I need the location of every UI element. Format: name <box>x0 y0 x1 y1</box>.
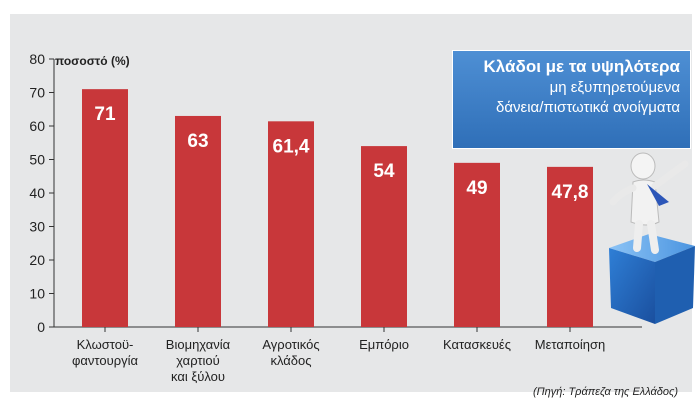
bar-chart: 0 10 20 30 40 50 60 70 80 71 Κλωστοϋ-φαντουργία 63 Β… <box>29 51 642 384</box>
x-tick-label: χαρτιού <box>176 353 220 368</box>
chart-title-box: Κλάδοι με τα υψηλότερα μη εξυπηρετούμενα… <box>452 50 691 149</box>
chart-subtitle-line-2: δάνεια/πιστωτικά ανοίγματα <box>496 99 680 116</box>
bar <box>547 166 593 327</box>
bar-value-label: 63 <box>187 131 208 152</box>
bar <box>454 162 500 327</box>
y-tick-label: 0 <box>37 319 45 335</box>
person-on-blue-cube-icon <box>609 152 695 324</box>
bar-value-label: 71 <box>94 104 116 125</box>
y-tick-label: 20 <box>29 252 45 268</box>
x-tick-label: Εμπόριο <box>359 337 409 352</box>
x-tick-label: κλάδος <box>270 353 311 368</box>
y-tick-label: 40 <box>29 185 45 201</box>
bar <box>82 89 128 328</box>
x-tick-label: Κατασκευές <box>443 337 511 352</box>
chart-title: Κλάδοι με τα υψηλότερα <box>483 57 680 76</box>
bar <box>361 146 407 327</box>
y-tick-label: 70 <box>29 85 45 101</box>
chart-frame: 0 10 20 30 40 50 60 70 80 71 Κλωστοϋ-φαντουργία 63 Β… <box>10 14 695 398</box>
x-tick-label: φαντουργία <box>72 353 139 368</box>
bar <box>268 121 314 327</box>
y-axis-title: ποσοστό (%) <box>55 54 130 68</box>
chart-subtitle-line-1: μη εξυπηρετούμενα <box>549 79 680 96</box>
bar <box>175 115 221 327</box>
y-tick-label: 10 <box>29 286 45 302</box>
bar-value-label: 47,8 <box>552 182 589 203</box>
x-tick-label: Μεταποίηση <box>535 337 605 352</box>
x-tick-label: Κλωστοϋ- <box>77 337 134 352</box>
y-tick-label: 80 <box>29 51 45 67</box>
bar-value-label: 49 <box>466 178 487 199</box>
x-tick-label: Βιομηχανία <box>166 337 231 352</box>
y-tick-label: 60 <box>29 118 45 134</box>
y-tick-label: 30 <box>29 219 45 235</box>
y-tick-label: 50 <box>29 152 45 168</box>
chart-source-note: (Πηγή: Τράπεζα της Ελλάδος) <box>533 386 678 398</box>
bar-value-label: 61,4 <box>273 136 310 157</box>
x-tick-label: Αγροτικός <box>262 337 319 352</box>
x-tick-label: και ξύλου <box>171 369 225 384</box>
bar-value-label: 54 <box>373 161 395 182</box>
